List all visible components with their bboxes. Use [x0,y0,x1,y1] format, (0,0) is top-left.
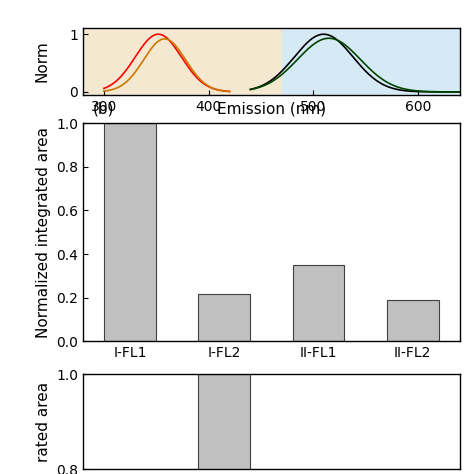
Bar [387,300,438,341]
Y-axis label: Norm
: Norm [34,41,66,82]
Text: Emission (nm): Emission (nm) [217,101,326,116]
Y-axis label: rated area: rated area [36,382,51,462]
Bar [292,265,345,341]
Bar [104,123,156,341]
Text: (b): (b) [92,101,114,116]
Y-axis label: Normalized integrated area: Normalized integrated area [36,127,51,338]
Bar [83,28,282,95]
Bar [198,374,250,474]
Bar [198,294,250,341]
Bar [282,28,460,95]
